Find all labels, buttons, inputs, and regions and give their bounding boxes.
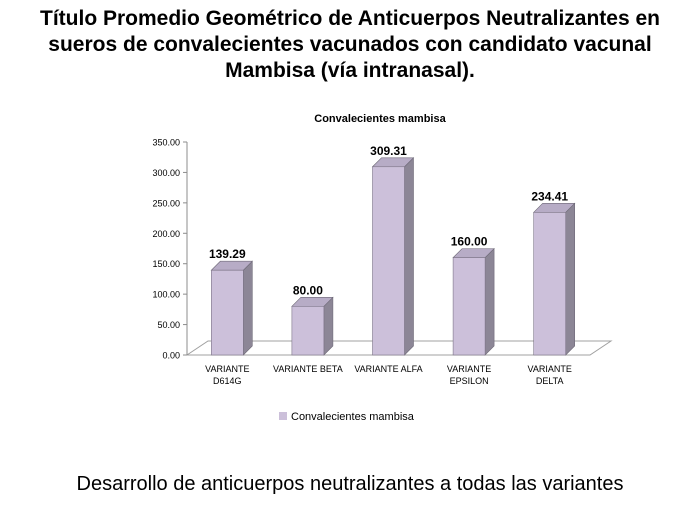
legend-label: Convalecientes mambisa — [291, 411, 415, 423]
bar-side — [484, 247, 495, 356]
data-label: 309.31 — [370, 144, 407, 158]
x-tick-label: DELTA — [536, 376, 564, 386]
bar-chart: Convalecientes mambisa 0.00 50.00 100.00 150… — [152, 113, 613, 423]
x-tick-label: VARIANTE — [528, 364, 572, 374]
bar-side — [404, 157, 414, 356]
slide-title-line-3: Mambisa (vía intranasal). — [225, 59, 475, 82]
slide-title-line-2: sueros de convalecientes vacunados con c… — [48, 33, 652, 56]
bar — [291, 306, 325, 356]
bar-side — [243, 260, 253, 356]
y-tick-label: 150.00 — [152, 259, 180, 269]
chart-title: Convalecientes mambisa — [314, 113, 446, 125]
x-tick-label: VARIANTE ALFA — [354, 364, 422, 374]
y-tick-label: 250.00 — [152, 198, 180, 208]
x-tick-label: VARIANTE — [205, 364, 249, 374]
y-tick-label: 300.00 — [152, 168, 180, 178]
x-tick-label: D614G — [213, 376, 242, 386]
bar — [452, 257, 486, 356]
bar — [533, 212, 567, 356]
data-label: 139.29 — [209, 247, 246, 261]
slide-title-line-1: Título Promedio Geométrico de Anticuerpo… — [40, 7, 660, 30]
y-tick-label: 0.00 — [162, 351, 180, 361]
y-tick-label: 200.00 — [152, 229, 180, 239]
x-tick-label: VARIANTE BETA — [273, 364, 343, 374]
bar — [372, 166, 405, 356]
y-tick-label: 100.00 — [152, 290, 180, 300]
slide-title: Título Promedio Geométrico de Anticuerpo… — [20, 6, 680, 84]
bar-side — [565, 202, 576, 356]
x-tick-label: VARIANTE — [447, 364, 491, 374]
chart-area: Convalecientes mambisa 0.00 50.00 100.00 150… — [105, 100, 640, 445]
bar-side — [323, 296, 334, 356]
y-tick-label: 350.00 — [152, 138, 180, 148]
data-label: 80.00 — [293, 283, 323, 297]
legend-swatch — [279, 412, 287, 420]
data-label: 234.41 — [531, 189, 568, 203]
slide-footer: Desarrollo de anticuerpos neutralizantes… — [76, 473, 624, 495]
x-tick-label: EPSILON — [450, 376, 489, 386]
bar — [211, 269, 244, 356]
y-tick-label: 50.00 — [157, 320, 180, 330]
data-label: 160.00 — [451, 235, 488, 249]
